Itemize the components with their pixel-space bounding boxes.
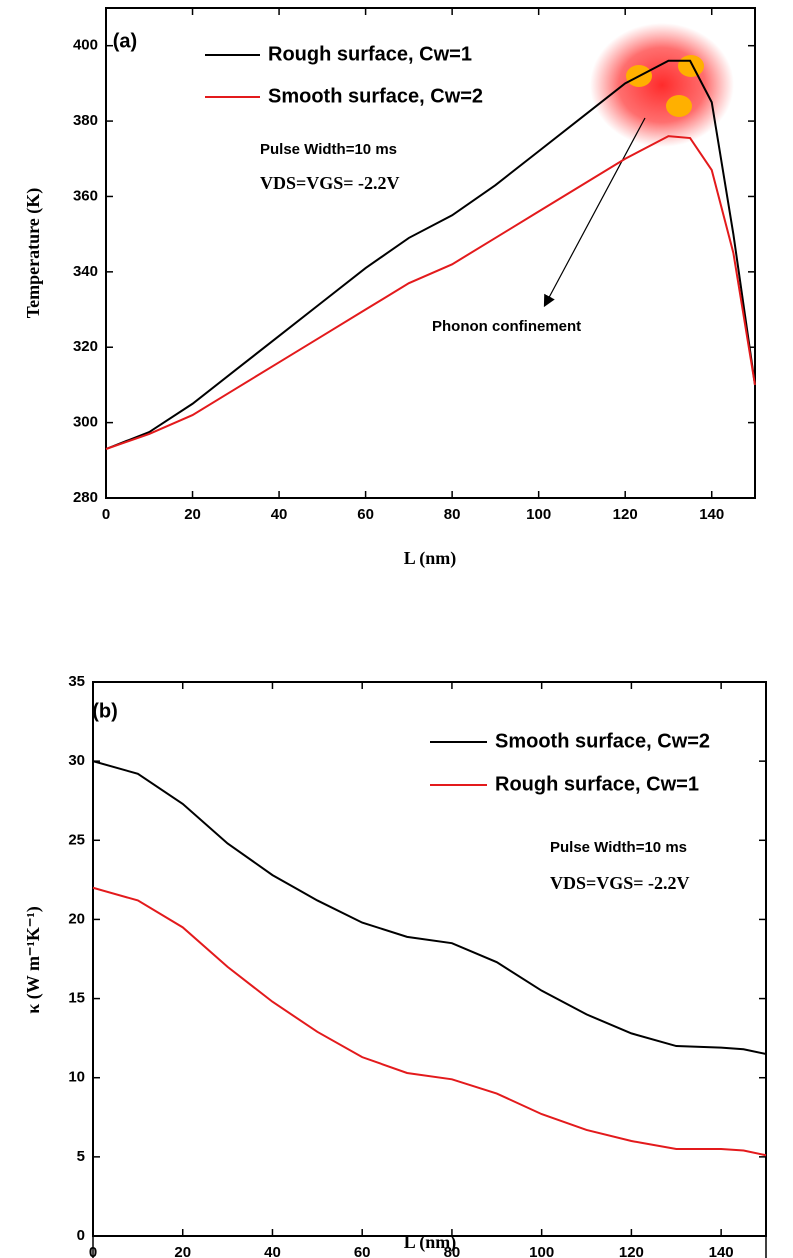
x-tick-label: 140 [709,1244,734,1258]
y-axis-title: κ (W m⁻¹K⁻¹) [23,906,44,1013]
y-tick-label: 340 [73,263,98,280]
dot [666,95,692,117]
legend-label: Rough surface, Cw=1 [495,773,699,795]
legend-label: Smooth surface, Cw=2 [268,85,483,107]
x-axis-title: L (nm) [404,1232,457,1253]
y-tick-label: 300 [73,414,98,431]
y-tick-label: 280 [73,489,98,506]
line-series [92,760,767,1055]
y-tick-label: 15 [68,990,85,1007]
x-tick-label: 0 [102,506,110,523]
y-tick-label: 10 [68,1069,85,1086]
panel-label: (a) [113,30,137,52]
line-series [105,135,756,450]
x-axis-title: L (nm) [404,548,457,569]
annotation: Pulse Width=10 ms [260,141,397,158]
legend-label: Smooth surface, Cw=2 [495,730,710,752]
legend-label: Rough surface, Cw=1 [268,43,472,65]
x-tick-label: 100 [526,506,551,523]
plot-frame [105,7,756,499]
x-tick-label: 140 [699,506,724,523]
x-tick-label: 100 [529,1244,554,1258]
hotspot [590,23,734,147]
x-tick-label: 60 [354,1244,371,1258]
y-tick-label: 20 [68,910,85,927]
x-tick-label: 60 [357,506,374,523]
y-axis-title: Temperature (K) [23,188,44,318]
y-tick-label: 5 [77,1148,85,1165]
annotation: Pulse Width=10 ms [550,839,687,856]
x-tick-label: 20 [174,1244,191,1258]
y-tick-label: 25 [68,831,85,848]
plot-frame [92,681,767,1237]
x-tick-label: 120 [619,1244,644,1258]
dot [678,55,704,77]
y-tick-label: 320 [73,338,98,355]
y-tick-label: 0 [77,1227,85,1244]
glow [590,23,734,147]
annotation: VDS=VGS= -2.2V [260,173,400,193]
x-tick-label: 80 [444,506,461,523]
annotation: Phonon confinement [432,318,581,335]
y-tick-label: 360 [73,187,98,204]
x-tick-label: 120 [613,506,638,523]
x-tick-label: 20 [184,506,201,523]
y-tick-label: 380 [73,112,98,129]
x-tick-label: 40 [271,506,288,523]
panel-label: (b) [92,700,118,722]
y-tick-label: 30 [68,752,85,769]
annotation: VDS=VGS= -2.2V [550,873,690,893]
arrow [543,117,646,308]
y-tick-label: 35 [68,673,85,690]
y-tick-label: 400 [73,37,98,54]
line-series [92,886,767,1157]
line-series [105,59,756,450]
x-tick-label: 40 [264,1244,281,1258]
x-tick-label: 80 [444,1244,461,1258]
